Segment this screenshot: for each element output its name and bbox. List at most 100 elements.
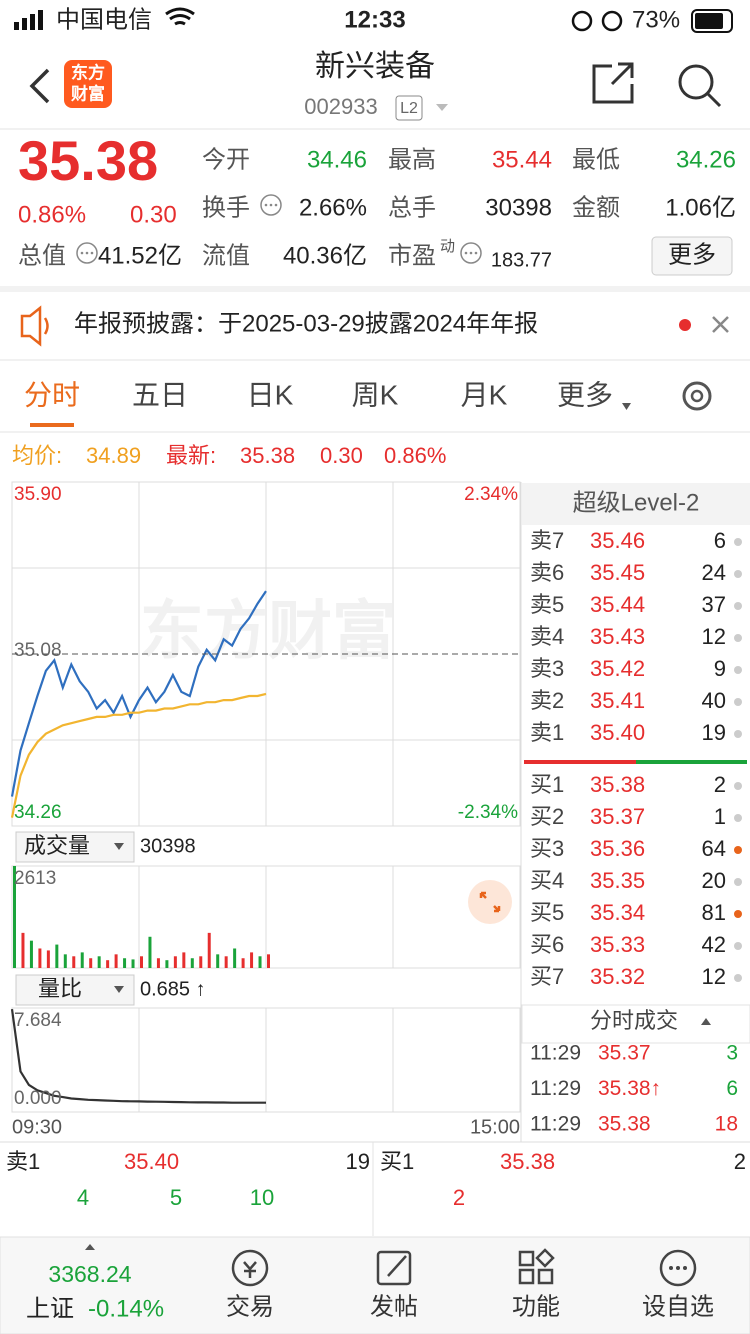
volume-bar <box>55 944 59 968</box>
series-line <box>10 590 267 797</box>
index-name[interactable]: 上证 <box>26 1295 74 1322</box>
tab[interactable]: 更多 <box>557 379 613 410</box>
sell1-label: 卖1 <box>6 1149 40 1174</box>
field-label: 市盈 <box>388 242 436 269</box>
avg-label: 均价: <box>12 443 62 468</box>
sell1-price: 35.40 <box>124 1149 179 1174</box>
tab-bar: 交易 发帖 功能 设自选 <box>226 1293 714 1320</box>
back-button[interactable] <box>29 68 50 104</box>
book-price: 35.32 <box>590 964 645 989</box>
book-price: 35.36 <box>590 836 645 861</box>
volume-bar <box>131 959 135 968</box>
field-label: 总值 <box>18 242 66 269</box>
book-volume: 1 <box>714 804 726 829</box>
book-volume: 9 <box>714 656 726 681</box>
field-label: 总手 <box>388 194 436 221</box>
book-volume: 2 <box>714 772 726 797</box>
tab[interactable]: 月K <box>461 379 508 410</box>
field-label: 最高 <box>388 146 436 173</box>
x-tick-label: 15:00 <box>470 1116 520 1138</box>
battery-level: 73% <box>632 6 680 33</box>
status-bar: 中国电信 12:33 73% <box>14 6 733 33</box>
volume-selector[interactable] <box>15 831 135 863</box>
buy-queue: 2 <box>453 1185 465 1210</box>
tab[interactable]: 五日 <box>132 379 188 410</box>
last-price: 35.38 <box>18 129 158 192</box>
book-price: 35.33 <box>590 932 645 957</box>
volume-bar <box>97 956 101 968</box>
charts: 35.90 35.08 34.26 2.34% -2.34% 2613 7.684 0.000… <box>10 484 520 1138</box>
series-line <box>10 1008 266 1104</box>
x-tick-label: 09:30 <box>12 1116 62 1138</box>
volume-bar <box>114 954 118 968</box>
tab[interactable]: 日K <box>247 379 294 410</box>
tab-bar-item[interactable]: 设自选 <box>642 1293 714 1320</box>
volume-bar <box>182 952 186 968</box>
book-price: 35.42 <box>590 656 645 681</box>
search-button[interactable] <box>678 64 722 108</box>
book-label: 买6 <box>530 932 564 957</box>
level-badge: L2 <box>400 100 418 117</box>
share-button[interactable] <box>592 62 634 104</box>
book-dot <box>734 814 742 822</box>
book-label: 买2 <box>530 804 564 829</box>
sell-queue: 5 <box>170 1185 182 1210</box>
book-label: 买1 <box>530 772 564 797</box>
index-change[interactable]: -0.14% <box>88 1295 164 1322</box>
settings-button[interactable] <box>682 381 712 411</box>
field-label: 今开 <box>202 146 250 173</box>
more-button[interactable] <box>651 236 733 276</box>
volume-bar <box>72 956 76 968</box>
volume-bar <box>207 932 211 968</box>
book-label: 买3 <box>530 836 564 861</box>
close-notice[interactable] <box>712 316 729 333</box>
change-amount: 0.30 <box>130 201 177 228</box>
book-dot <box>734 846 742 854</box>
volume-bar <box>148 936 152 968</box>
field-value: 41.52亿 <box>98 242 182 269</box>
volume-bar <box>250 952 254 968</box>
tab-bar-item[interactable]: 功能 <box>512 1293 560 1320</box>
book-label: 卖3 <box>530 656 564 681</box>
expand-button[interactable] <box>468 880 512 924</box>
field-value: 40.36亿 <box>283 242 367 269</box>
tab[interactable]: 分时 <box>24 379 80 410</box>
trade-time: 11:29 <box>530 1077 581 1100</box>
book-label: 卖6 <box>530 560 564 585</box>
more-button-label: 更多 <box>668 241 716 268</box>
ratio-title: 量比 <box>38 976 82 1001</box>
tab[interactable]: 周K <box>352 379 399 410</box>
book-price: 35.43 <box>590 624 645 649</box>
speaker-icon <box>20 305 49 347</box>
volume-bar <box>165 960 169 968</box>
volume-bar <box>241 958 245 968</box>
book-label: 买4 <box>530 868 564 893</box>
chart-tabs: 分时 五日 日K 周K 月K 更多 <box>24 379 613 427</box>
tab-bar-item[interactable]: 交易 <box>226 1293 274 1320</box>
book-price: 35.37 <box>590 804 645 829</box>
book-label: 卖4 <box>530 624 564 649</box>
sell1-volume: 19 <box>346 1149 370 1174</box>
buy1-label: 买1 <box>380 1149 414 1174</box>
volume-bar <box>89 958 93 968</box>
y-tick-label: 0.000 <box>14 1088 62 1109</box>
volume-bar <box>233 948 237 968</box>
book-dot <box>734 878 742 886</box>
stock-name: 新兴装备 <box>315 50 435 83</box>
book-dot <box>734 698 742 706</box>
notice-text[interactable]: 年报预披露：于2025-03-29披露2024年年报 <box>74 310 538 337</box>
avg-price: 34.89 <box>86 443 141 468</box>
book-volume: 81 <box>702 900 726 925</box>
sell-queue: 10 <box>250 1185 274 1210</box>
book-price: 35.45 <box>590 560 645 585</box>
index-value[interactable]: 3368.24 <box>48 1261 131 1287</box>
tab-bar-item[interactable]: 发帖 <box>370 1293 418 1320</box>
trade-time: 11:29 <box>530 1042 581 1065</box>
logo-text: 财富 <box>70 83 105 103</box>
ratio-selector[interactable] <box>15 974 135 1006</box>
trade-volume: 18 <box>715 1113 738 1136</box>
clock: 12:33 <box>344 6 405 33</box>
book-dot <box>734 602 742 610</box>
book-price: 35.35 <box>590 868 645 893</box>
volume-bar <box>267 954 270 968</box>
